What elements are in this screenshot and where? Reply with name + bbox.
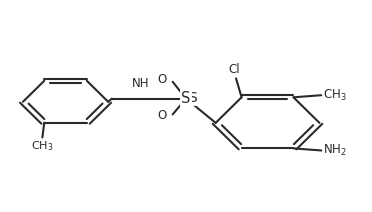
Text: NH: NH <box>132 77 149 90</box>
Text: O: O <box>158 109 167 122</box>
Text: O: O <box>158 73 167 86</box>
Text: S: S <box>188 91 197 105</box>
Text: CH$_3$: CH$_3$ <box>31 140 54 153</box>
Text: CH$_3$: CH$_3$ <box>323 88 347 103</box>
Text: Cl: Cl <box>228 63 240 76</box>
Text: NH$_2$: NH$_2$ <box>323 143 347 158</box>
Text: S: S <box>181 91 191 106</box>
